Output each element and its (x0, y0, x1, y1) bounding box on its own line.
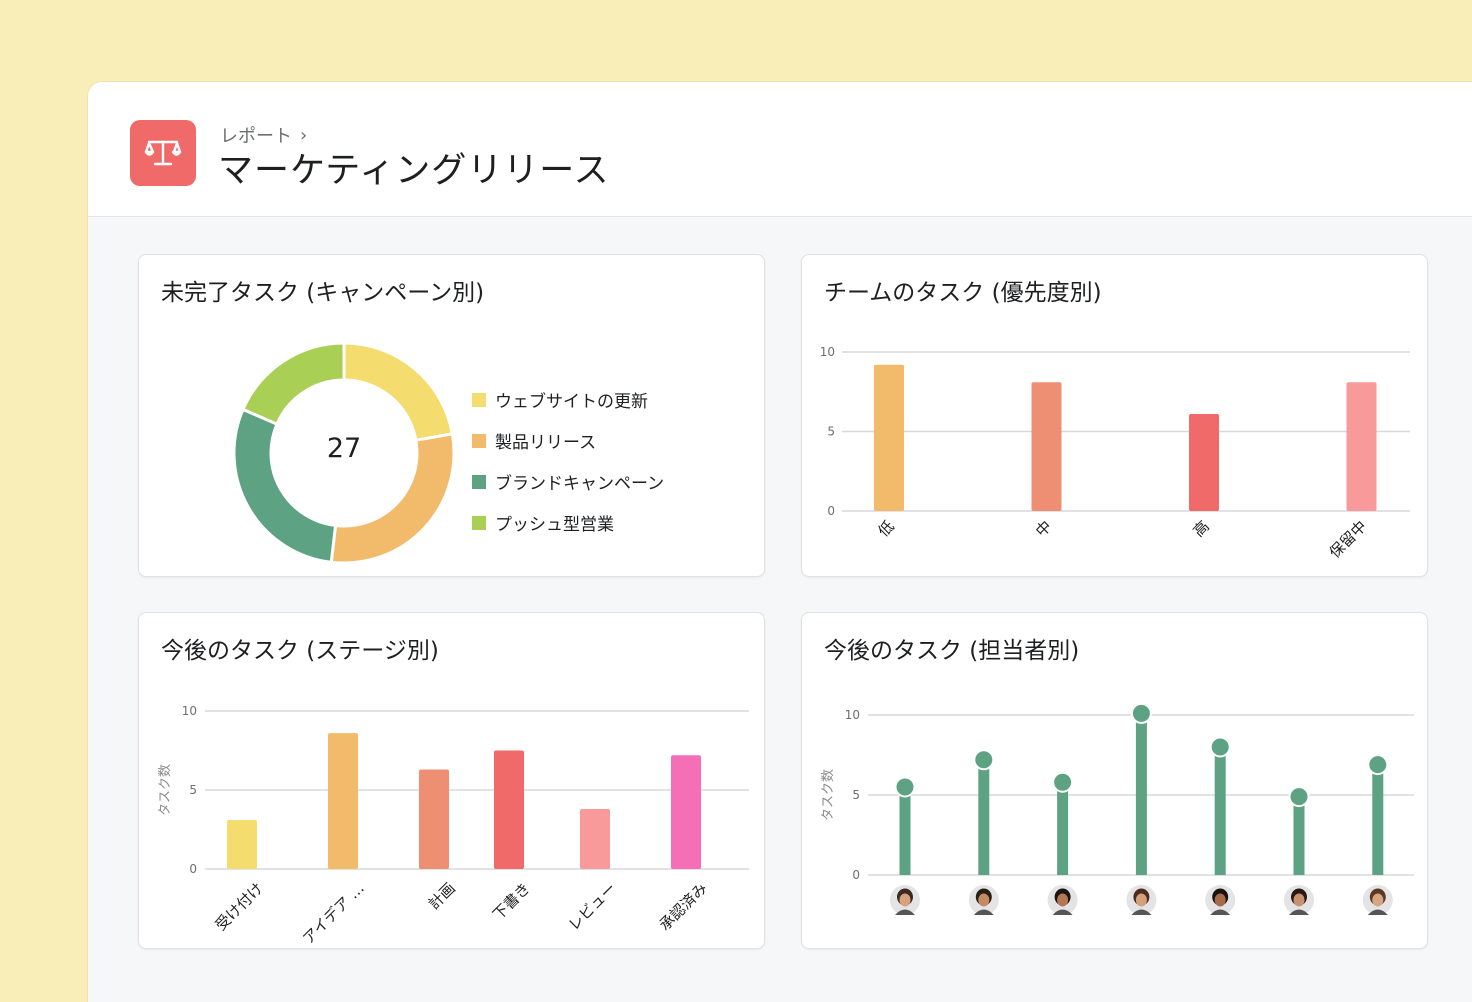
avatar-body (973, 909, 994, 915)
breadcrumb-label[interactable]: レポート (220, 126, 292, 147)
assignee-chart-card[interactable]: 今後のタスク (担当者別) 0 5 10 タスク数 (801, 612, 1428, 949)
campaign-chart-card[interactable]: 未完了タスク (キャンペーン別) 27 ウェブサイトの更新 製品リリースブランドキ… (138, 254, 765, 577)
y-tick-label: 10 (845, 708, 860, 722)
avatar-body (1052, 909, 1073, 915)
y-axis-label: タスク数 (821, 769, 836, 821)
avatar[interactable] (1205, 885, 1236, 915)
y-tick-label: 0 (189, 862, 197, 876)
x-tick-label: 承認済み (656, 879, 711, 934)
chart-legend: ウェブサイトの更新 製品リリースブランドキャンペーン プッシュ型営業 (472, 379, 664, 543)
donut-total: 27 (326, 433, 362, 464)
legend-item[interactable]: ブランドキャンペーン (472, 461, 664, 502)
avatar[interactable] (1126, 885, 1157, 915)
legend-item[interactable]: プッシュ型営業 (472, 502, 664, 543)
lollipop-dot[interactable] (1130, 702, 1152, 724)
bar[interactable] (419, 769, 449, 869)
bar[interactable] (328, 733, 358, 869)
y-tick-label: 10 (820, 345, 835, 359)
avatar-face (1293, 893, 1305, 907)
page-header: レポート › マーケティングリリース (88, 82, 1472, 217)
legend-label: プッシュ型営業 (495, 515, 614, 535)
y-tick-label: 5 (189, 783, 197, 797)
y-tick-label: 0 (852, 868, 860, 882)
card-title: 未完了タスク (キャンペーン別) (161, 280, 485, 306)
bar-chart: 0 5 10 低 中 高 保留中 (820, 345, 1410, 562)
lollipop-dot[interactable] (973, 749, 995, 771)
legend-label: 製品リリース (495, 433, 597, 453)
breadcrumb[interactable]: レポート › (220, 122, 307, 148)
avatar-body (895, 909, 915, 915)
bar[interactable] (671, 755, 701, 869)
x-tick-label: 中 (1032, 517, 1055, 540)
avatar-face (1057, 893, 1069, 907)
card-title: 今後のタスク (ステージ別) (161, 638, 439, 664)
legend-swatch (472, 515, 486, 530)
donut-slice[interactable] (342, 341, 455, 443)
bar[interactable] (580, 808, 610, 869)
x-tick-label: 保留中 (1326, 517, 1371, 562)
priority-chart-card[interactable]: チームのタスク (優先度別) 0 5 10 低 中 高 保留中 (801, 254, 1428, 577)
avatar[interactable] (1047, 885, 1078, 915)
bar[interactable] (1189, 414, 1219, 511)
lollipop-dot[interactable] (894, 776, 916, 798)
y-tick-label: 5 (852, 788, 860, 802)
avatar-body (1289, 909, 1309, 915)
lollipop-dot[interactable] (1209, 736, 1231, 758)
donut-chart (232, 341, 456, 565)
legend-swatch (472, 474, 486, 489)
bar[interactable] (1031, 382, 1062, 511)
avatar-body (1131, 909, 1152, 915)
card-title: チームのタスク (優先度別) (824, 280, 1102, 306)
lollipop-dot[interactable] (1052, 771, 1074, 793)
avatar[interactable] (968, 885, 999, 915)
y-tick-label: 5 (827, 425, 835, 439)
x-tick-label: 高 (1189, 517, 1212, 540)
x-tick-label: 計画 (425, 879, 459, 913)
x-tick-label: レビュー (565, 879, 620, 934)
legend-item[interactable]: ウェブサイトの更新 (472, 379, 664, 420)
legend-item[interactable]: 製品リリース (472, 420, 664, 461)
avatar-face (1135, 893, 1147, 907)
card-title: 今後のタスク (担当者別) (824, 638, 1080, 664)
avatar-face (899, 893, 911, 907)
y-tick-label: 0 (827, 504, 835, 518)
legend-swatch (472, 433, 486, 448)
avatar-face (1214, 893, 1226, 907)
chevron-right-icon: › (300, 124, 308, 146)
avatar-face (978, 893, 990, 907)
bar[interactable] (874, 364, 904, 511)
lollipop-chart: 0 5 10 タスク数 (821, 702, 1414, 915)
y-tick-label: 10 (182, 704, 197, 718)
page-title: マーケティングリリース (218, 151, 610, 191)
donut-slice[interactable] (241, 341, 346, 427)
avatar-body (1210, 909, 1231, 915)
bar[interactable] (494, 750, 524, 870)
avatar[interactable] (890, 885, 920, 915)
avatar-face (1372, 893, 1384, 907)
stage-chart-card[interactable]: 今後のタスク (ステージ別) 0 5 10 タスク数受け付け アイデア … 計画 下書き レビ… (138, 612, 765, 949)
bar[interactable] (227, 820, 257, 869)
report-window: レポート › マーケティングリリース 未完了タスク (キャンペーン別) 27 ウ… (88, 82, 1472, 1002)
scale-icon[interactable] (130, 120, 196, 186)
lollipop-dot[interactable] (1288, 786, 1310, 808)
avatar[interactable] (1362, 885, 1393, 915)
legend-swatch (472, 392, 486, 407)
lollipop-dot[interactable] (1367, 754, 1389, 776)
bar[interactable] (1346, 382, 1377, 511)
legend-label: ブランドキャンペーン (495, 474, 665, 494)
x-tick-label: アイデア … (299, 879, 368, 948)
x-tick-label: 低 (874, 517, 897, 540)
y-axis-label: タスク数 (158, 764, 173, 816)
legend-label: ウェブサイトの更新 (495, 392, 648, 412)
x-tick-label: 下書き (489, 879, 534, 924)
x-tick-label: 受け付け (212, 879, 267, 934)
avatar[interactable] (1284, 885, 1314, 915)
avatar-body (1367, 909, 1388, 915)
